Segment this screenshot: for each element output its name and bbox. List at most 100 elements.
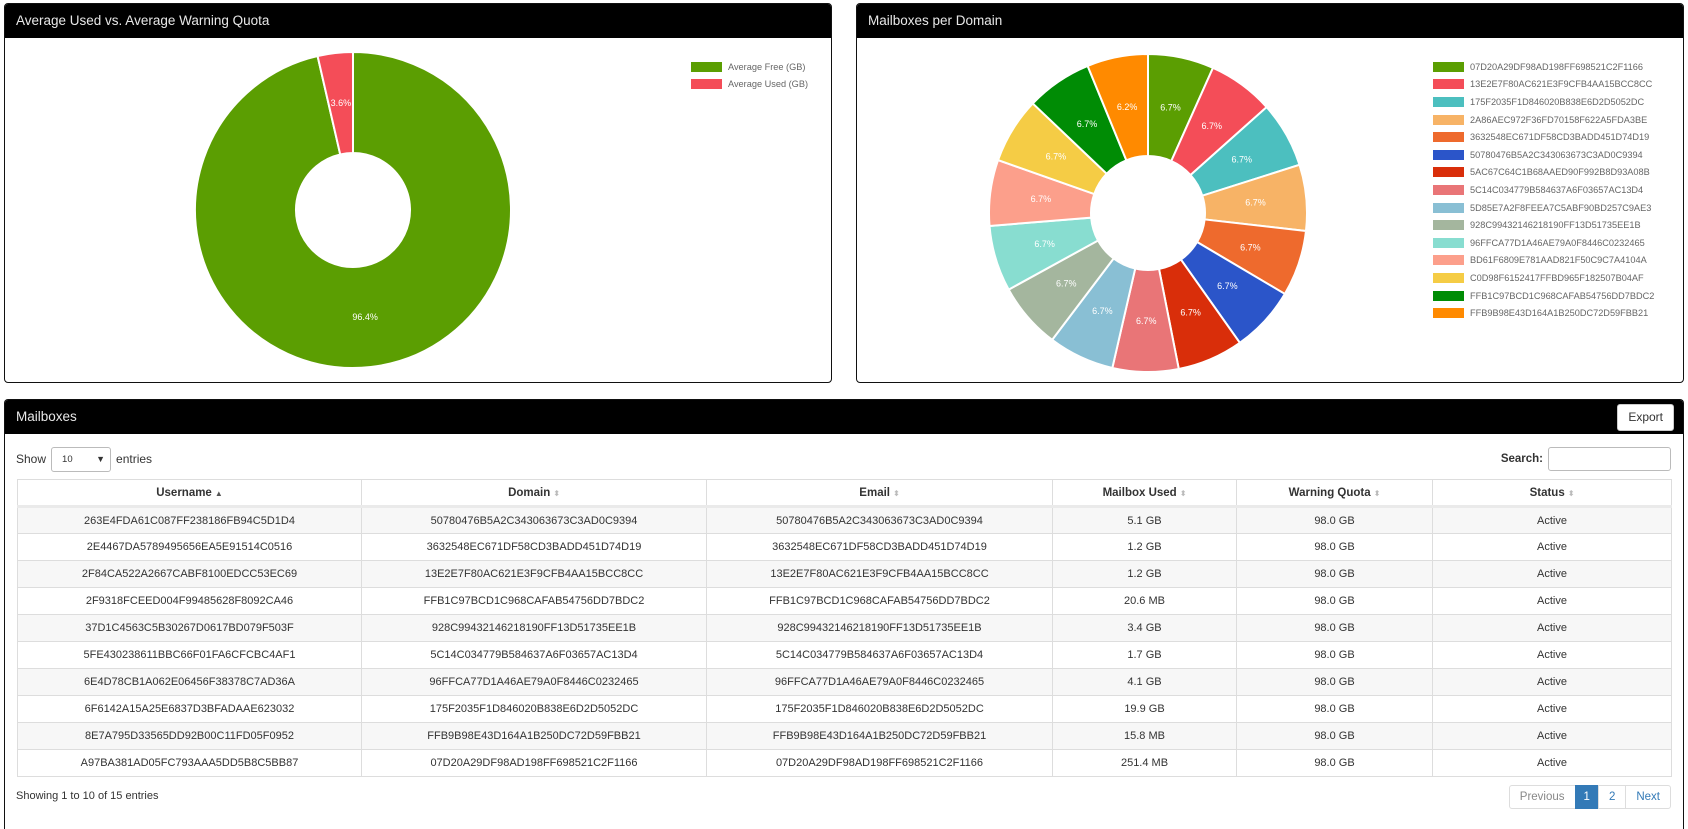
table-header-row: Username ▲ Domain ⬍ Email ⬍ Mailbox Used ⬍ Warni… xyxy=(17,479,1672,508)
table-controls: Show 10 ▼ entries Search: xyxy=(16,446,1671,472)
cell-email: 3632548EC671DF58CD3BADD451D74D19 xyxy=(706,533,1053,561)
domain-legend-item[interactable]: 3632548EC671DF58CD3BADD451D74D19 xyxy=(1433,128,1654,146)
usage-slice-average-used-gb[interactable] xyxy=(316,50,354,156)
usage-legend-swatch xyxy=(691,79,722,90)
domain-legend-item[interactable]: 96FFCA77D1A46AE79A0F8446C0232465 xyxy=(1433,234,1654,252)
cell-mailbox-used: 20.6 MB xyxy=(1052,587,1237,615)
domains-chart-panel: Mailboxes per Domain 6.7% 6.7% 6.7% 6.7% 6.7… xyxy=(856,3,1684,383)
domain-legend-item[interactable]: BD61F6809E781AAD821F50C9C7A4104A xyxy=(1433,252,1654,270)
cell-status: Active xyxy=(1432,695,1672,723)
domain-legend-swatch xyxy=(1433,79,1464,90)
cell-status: Active xyxy=(1432,668,1672,696)
cell-domain: 96FFCA77D1A46AE79A0F8446C0232465 xyxy=(361,668,707,696)
cell-warning-quota: 98.0 GB xyxy=(1236,641,1433,669)
entries-label: entries xyxy=(116,452,153,466)
domain-legend-item[interactable]: 175F2035F1D846020B838E6D2D5052DC xyxy=(1433,93,1654,111)
domains-doughnut-chart: 6.7% 6.7% 6.7% 6.7% 6.7% 6.7% 6.7% 6.7% 6.7% 6.7%… xyxy=(988,52,1308,373)
cell-warning-quota: 98.0 GB xyxy=(1236,505,1433,534)
cell-email: 96FFCA77D1A46AE79A0F8446C0232465 xyxy=(706,668,1053,696)
usage-legend-item[interactable]: Average Used (GB) xyxy=(691,76,808,94)
mailboxes-table: Username ▲ Domain ⬍ Email ⬍ Mailbox Used ⬍ Warni… xyxy=(17,479,1672,777)
domain-legend-item[interactable]: 5C14C034779B584637A6F03657AC13D4 xyxy=(1433,181,1654,199)
page-size-value: 10 xyxy=(62,453,73,465)
domain-legend-item[interactable]: C0D98F6152417FFBD965F182507B04AF xyxy=(1433,269,1654,287)
cell-mailbox-used: 19.9 GB xyxy=(1052,695,1237,723)
domain-slice-label: 6.7% xyxy=(1136,316,1157,326)
usage-slice-average-free-gb[interactable] xyxy=(194,50,512,369)
domain-legend-label: FFB9B98E43D164A1B250DC72D59FBB21 xyxy=(1470,308,1649,319)
table-row[interactable]: 2E4467DA5789495656EA5E91514C0516 3632548E… xyxy=(17,533,1672,561)
page-size-select[interactable]: 10 ▼ xyxy=(51,446,112,472)
cell-email: 13E2E7F80AC621E3F9CFB4AA15BCC8CC xyxy=(706,560,1053,588)
search-control: Search: xyxy=(1501,446,1671,472)
cell-email: 175F2035F1D846020B838E6D2D5052DC xyxy=(706,695,1053,723)
table-row[interactable]: 8E7A795D33565DD92B00C11FD05F0952 FFB9B98E… xyxy=(17,722,1672,750)
column-header-label: Username xyxy=(156,486,212,499)
sort-ascending-icon: ▲ xyxy=(214,488,223,498)
domain-legend-item[interactable]: FFB9B98E43D164A1B250DC72D59FBB21 xyxy=(1433,304,1654,322)
export-button[interactable]: Export xyxy=(1617,404,1674,431)
search-label: Search: xyxy=(1500,453,1543,465)
table-row[interactable]: 2F9318FCEED004F99485628F8092CA46 FFB1C97B… xyxy=(17,587,1672,615)
cell-warning-quota: 98.0 GB xyxy=(1236,722,1433,750)
column-header-email[interactable]: Email ⬍ xyxy=(706,479,1053,508)
sort-icon: ⬍ xyxy=(553,488,560,498)
cell-email: 928C99432146218190FF13D51735EE1B xyxy=(706,614,1053,642)
table-row[interactable]: 6F6142A15A25E6837D3BFADAAE623032 175F2035… xyxy=(17,695,1672,723)
column-header-username[interactable]: Username ▲ xyxy=(17,479,362,508)
cell-domain: 3632548EC671DF58CD3BADD451D74D19 xyxy=(361,533,707,561)
table-row[interactable]: 263E4FDA61C087FF238186FB94C5D1D4 50780476… xyxy=(17,505,1672,534)
domain-legend-label: 96FFCA77D1A46AE79A0F8446C0232465 xyxy=(1470,237,1645,248)
cell-warning-quota: 98.0 GB xyxy=(1236,533,1433,561)
domain-legend-label: C0D98F6152417FFBD965F182507B04AF xyxy=(1470,272,1644,283)
column-header-domain[interactable]: Domain ⬍ xyxy=(361,479,707,508)
cell-domain: 07D20A29DF98AD198FF698521C2F1166 xyxy=(361,749,707,777)
column-header-warning-quota[interactable]: Warning Quota ⬍ xyxy=(1236,479,1433,508)
next-page-button[interactable]: Next xyxy=(1625,785,1671,809)
cell-status: Active xyxy=(1432,560,1672,588)
domain-legend-label: 5D85E7A2F8FEEA7C5ABF90BD257C9AE3 xyxy=(1470,202,1652,213)
cell-username: 6E4D78CB1A062E06456F38378C7AD36A xyxy=(17,668,362,696)
column-header-status[interactable]: Status ⬍ xyxy=(1432,479,1672,508)
domain-legend-item[interactable]: 5D85E7A2F8FEEA7C5ABF90BD257C9AE3 xyxy=(1433,199,1654,217)
sort-icon: ⬍ xyxy=(1179,488,1187,498)
table-row[interactable]: A97BA381AD05FC793AAA5DD5B8C5BB87 07D20A29… xyxy=(17,749,1672,777)
page-1-button[interactable]: 1 xyxy=(1574,785,1599,809)
domain-legend-swatch xyxy=(1433,272,1464,283)
column-header-label: Warning Quota xyxy=(1288,486,1371,499)
domain-legend-label: 3632548EC671DF58CD3BADD451D74D19 xyxy=(1470,132,1650,143)
domain-slice-label: 6.7% xyxy=(1031,194,1052,204)
usage-slice-label: 3.6% xyxy=(331,98,352,108)
cell-status: Active xyxy=(1432,749,1672,777)
domain-legend-label: 2A86AEC972F36FD70158F622A5FDA3BE xyxy=(1470,114,1648,125)
table-row[interactable]: 2F84CA522A2667CABF8100EDCC53EC69 13E2E7F8… xyxy=(17,560,1672,588)
cell-mailbox-used: 1.2 GB xyxy=(1052,560,1237,588)
cell-domain: 13E2E7F80AC621E3F9CFB4AA15BCC8CC xyxy=(361,560,707,588)
table-row[interactable]: 5FE430238611BBC66F01FA6CFCBC4AF1 5C14C034… xyxy=(17,641,1672,669)
domain-slice-label: 6.7% xyxy=(1034,239,1055,249)
domain-legend-item[interactable]: FFB1C97BCD1C968CAFAB54756DD7BDC2 xyxy=(1433,287,1654,305)
cell-domain: 5C14C034779B584637A6F03657AC13D4 xyxy=(361,641,707,669)
page-2-button[interactable]: 2 xyxy=(1597,785,1627,809)
cell-warning-quota: 98.0 GB xyxy=(1236,695,1433,723)
domain-legend-item[interactable]: 13E2E7F80AC621E3F9CFB4AA15BCC8CC xyxy=(1433,76,1654,94)
domain-legend-item[interactable]: 50780476B5A2C343063673C3AD0C9394 xyxy=(1433,146,1654,164)
cell-domain: 175F2035F1D846020B838E6D2D5052DC xyxy=(361,695,707,723)
search-input[interactable] xyxy=(1548,447,1671,471)
table-row[interactable]: 37D1C4563C5B30267D0617BD079F503F 928C9943… xyxy=(17,614,1672,642)
table-row[interactable]: 6E4D78CB1A062E06456F38378C7AD36A 96FFCA77… xyxy=(17,668,1672,696)
domain-legend-item[interactable]: 07D20A29DF98AD198FF698521C2F1166 xyxy=(1433,58,1654,76)
cell-email: 5C14C034779B584637A6F03657AC13D4 xyxy=(706,641,1053,669)
column-header-mailbox-used[interactable]: Mailbox Used ⬍ xyxy=(1052,479,1237,508)
column-header-label: Email xyxy=(859,486,890,499)
sort-icon: ⬍ xyxy=(892,488,900,498)
usage-legend-swatch xyxy=(691,61,722,72)
usage-legend-item[interactable]: Average Free (GB) xyxy=(691,58,808,76)
previous-page-button[interactable]: Previous xyxy=(1508,785,1576,809)
domain-legend-item[interactable]: 2A86AEC972F36FD70158F622A5FDA3BE xyxy=(1433,111,1654,129)
domain-slice-label: 6.7% xyxy=(1201,121,1222,131)
domain-slice-label: 6.7% xyxy=(1217,281,1238,291)
domain-slice-ffb9b98e43d164a1b250dc72d59fbb21[interactable] xyxy=(1086,52,1149,162)
domain-legend-item[interactable]: 5AC67C64C1B68AAED90F992B8D93A08B xyxy=(1433,164,1654,182)
domain-legend-item[interactable]: 928C99432146218190FF13D51735EE1B xyxy=(1433,216,1654,234)
